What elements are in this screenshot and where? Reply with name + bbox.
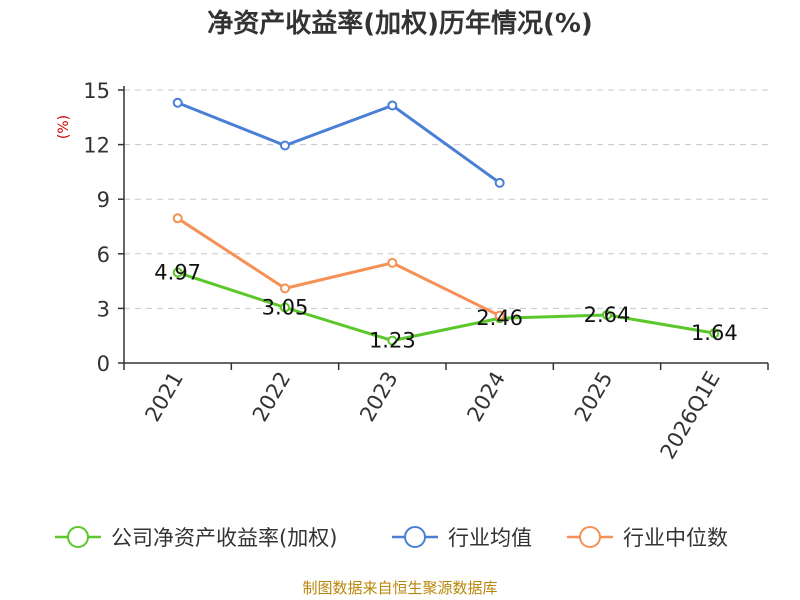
series-line: [177, 101, 501, 185]
data-point: [172, 213, 183, 224]
x-tick-label: 2022: [248, 368, 296, 426]
series-line: [177, 271, 715, 343]
source-note: 制图数据来自恒生聚源数据库: [302, 579, 497, 597]
y-axis-ticks: 0 3 6 9 12 15: [83, 79, 124, 376]
x-tick-label: 2026Q1E: [656, 368, 725, 464]
data-point: [280, 140, 290, 151]
y-tick-label: 15: [83, 79, 110, 103]
data-label: 2.64: [584, 303, 631, 327]
legend-label: 公司净资产收益率(加权): [111, 526, 337, 550]
legend-label: 行业均值: [448, 526, 532, 550]
data-point: [494, 310, 505, 321]
data-point: [602, 309, 612, 320]
data-point: [494, 177, 505, 188]
legend: 公司净资产收益率(加权) 行业均值 行业中位数: [55, 526, 728, 550]
axes: [123, 86, 768, 364]
x-tick-label: 2024: [462, 367, 510, 425]
x-axis-ticks: 2021 2022 2023 2024 2025 2026Q1E: [123, 363, 769, 464]
legend-marker: [404, 526, 426, 548]
y-tick-label: 0: [97, 352, 110, 376]
x-tick-label: 2025: [570, 368, 618, 426]
legend-marker: [579, 526, 601, 548]
chart-title: 净资产收益率(加权)历年情况(%): [207, 8, 593, 39]
data-label: 4.97: [154, 261, 201, 285]
data-label: 2.46: [476, 306, 523, 330]
y-tick-label: 9: [97, 188, 110, 212]
data-label: 1.64: [691, 321, 738, 345]
data-point: [172, 267, 183, 278]
y-tick-label: 12: [83, 134, 110, 158]
y-tick-label: 3: [97, 297, 110, 321]
x-tick-label: 2021: [140, 368, 188, 426]
data-point: [709, 328, 720, 339]
x-tick-label: 2023: [355, 368, 403, 426]
legend-label: 行业中位数: [623, 526, 728, 550]
data-labels: 4.97 3.05 1.23 2.46 2.64 1.64: [154, 261, 737, 353]
data-label: 3.05: [262, 295, 309, 319]
data-point: [387, 257, 398, 268]
data-point: [172, 97, 183, 108]
legend-marker: [67, 526, 89, 548]
series-layer: [172, 97, 720, 346]
y-tick-label: 6: [97, 243, 110, 267]
data-point: [280, 283, 290, 294]
data-point: [387, 100, 398, 111]
data-label: 1.23: [369, 329, 416, 353]
data-point: [280, 302, 290, 313]
series-line: [176, 217, 501, 318]
gridlines: [124, 89, 768, 309]
data-point: [387, 335, 398, 346]
y-axis-label: (%): [56, 115, 72, 139]
